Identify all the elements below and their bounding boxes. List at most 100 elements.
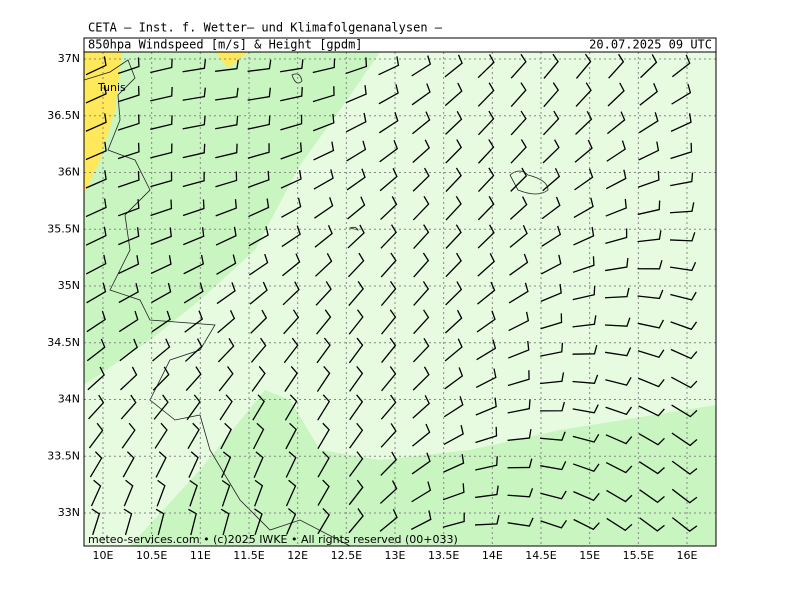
wind-barb: [670, 261, 697, 272]
wind-barb: [670, 376, 698, 389]
wind-barb: [671, 488, 698, 504]
wind-barb: [120, 394, 137, 420]
wind-barb: [218, 366, 234, 392]
wind-barb: [249, 281, 268, 305]
wind-barb: [509, 253, 529, 276]
wind-barb: [283, 337, 299, 364]
wind-barb: [413, 252, 430, 278]
wind-barb: [669, 202, 695, 214]
wind-barb: [379, 139, 399, 163]
wind-barb: [150, 255, 172, 275]
wind-barb: [317, 394, 331, 421]
wind-barb: [285, 451, 297, 478]
wind-barb: [445, 195, 462, 221]
wind-barb: [215, 143, 238, 159]
wind-barb: [346, 168, 366, 191]
header-subtitle: 850hpa Windspeed [m/s] & Height [gpdm]: [88, 38, 363, 52]
lat-tick-label: 33N: [58, 506, 80, 519]
wind-barb: [543, 110, 560, 136]
wind-barb: [380, 196, 398, 221]
wind-barb: [670, 321, 698, 331]
wind-barb: [221, 479, 231, 507]
wind-barb: [220, 508, 230, 536]
wind-barb: [608, 53, 625, 79]
wind-barb: [345, 112, 367, 133]
wind-barb: [477, 110, 495, 136]
wind-barb: [639, 489, 665, 504]
wind-barb: [216, 282, 236, 305]
wind-barb: [286, 508, 297, 535]
wind-barb: [380, 451, 398, 476]
wind-barb: [572, 344, 598, 355]
wind-barb: [575, 82, 592, 107]
wind-barb: [184, 310, 204, 333]
wind-barb: [348, 508, 364, 534]
wind-barb: [316, 366, 331, 392]
wind-barb: [281, 197, 302, 218]
wind-barb: [248, 198, 270, 218]
wind-barb: [379, 508, 398, 532]
wind-barb: [477, 281, 496, 305]
wind-barb: [380, 280, 397, 307]
wind-barb: [413, 309, 430, 335]
wind-barb: [637, 200, 661, 216]
wind-barb: [378, 112, 399, 134]
wind-barb: [90, 479, 102, 507]
wind-barb: [86, 310, 106, 333]
coastline: [84, 59, 351, 546]
wind-barb: [444, 82, 463, 107]
island: [291, 73, 549, 231]
wind-barb: [182, 143, 206, 159]
wind-barb: [510, 53, 527, 79]
wind-barb: [605, 258, 629, 272]
wind-barb: [670, 142, 693, 160]
wind-barb: [316, 337, 331, 364]
wind-barb: [349, 394, 364, 421]
wind-barb: [574, 139, 593, 163]
wind-barb: [313, 169, 334, 190]
wind-barb: [671, 517, 698, 533]
wind-barb: [285, 479, 297, 507]
wind-barb: [510, 82, 527, 108]
wind-barb: [573, 226, 595, 246]
wind-field-high: [215, 52, 248, 68]
wind-barb: [380, 252, 397, 278]
wind-barb: [575, 53, 592, 79]
wind-barb: [411, 481, 432, 503]
wind-barb: [284, 366, 298, 392]
wind-barb: [445, 139, 463, 164]
wind-barb: [250, 309, 268, 334]
wind-barb: [88, 394, 105, 420]
lat-tick-label: 37N: [58, 52, 80, 65]
wind-barb: [572, 285, 596, 301]
wind-barb: [88, 422, 104, 449]
wind-barb: [317, 479, 330, 506]
lon-tick-label: 11.5E: [233, 549, 264, 562]
wind-barb: [313, 141, 335, 161]
lat-tick-label: 33.5N: [47, 449, 80, 462]
wind-barb: [120, 366, 138, 391]
wind-barb: [152, 366, 170, 391]
wind-barb: [155, 451, 167, 478]
wind-barb: [671, 432, 698, 447]
lon-tick-label: 14.5E: [525, 549, 556, 562]
wind-barb: [605, 406, 633, 416]
wind-barb: [605, 198, 627, 217]
wind-barb: [215, 87, 239, 101]
wind-barb: [117, 142, 140, 160]
wind-barb: [477, 253, 496, 277]
wind-barb: [187, 422, 200, 450]
wind-barb: [637, 349, 665, 359]
wind-barb: [155, 508, 165, 536]
wind-barb: [639, 517, 665, 532]
wind-barb: [638, 405, 665, 417]
wind-barb: [412, 366, 430, 391]
wind-barb: [379, 168, 398, 192]
wind-barb: [572, 256, 595, 273]
wind-field: [130, 390, 716, 546]
wind-barb: [606, 140, 626, 162]
wind-barb: [217, 337, 235, 363]
wind-barb: [508, 282, 529, 304]
wind-barb: [539, 401, 565, 412]
wind-barb: [349, 366, 364, 392]
